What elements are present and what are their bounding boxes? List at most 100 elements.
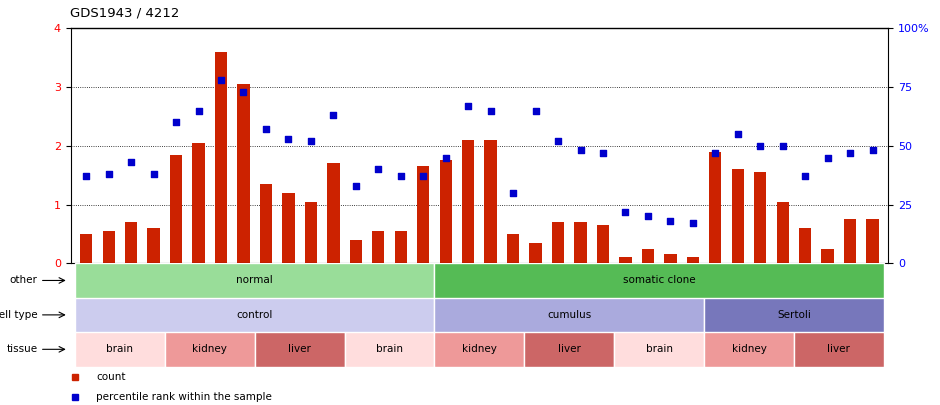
- Bar: [282, 193, 294, 263]
- Point: [595, 149, 610, 156]
- Bar: [170, 155, 182, 263]
- Point: [483, 107, 498, 114]
- Point: [146, 171, 161, 177]
- Text: tissue: tissue: [7, 344, 38, 354]
- Point: [236, 89, 251, 95]
- Point: [640, 213, 655, 220]
- Bar: [529, 243, 541, 263]
- Bar: [417, 166, 430, 263]
- Bar: [844, 219, 856, 263]
- Bar: [597, 225, 609, 263]
- Text: control: control: [237, 310, 273, 320]
- Bar: [709, 152, 722, 263]
- Bar: [434, 263, 884, 298]
- Bar: [193, 143, 205, 263]
- Bar: [350, 240, 362, 263]
- Text: normal: normal: [236, 275, 274, 286]
- Bar: [665, 254, 677, 263]
- Bar: [434, 332, 525, 367]
- Point: [663, 218, 678, 224]
- Bar: [507, 234, 519, 263]
- Point: [820, 154, 835, 161]
- Text: brain: brain: [646, 344, 673, 354]
- Bar: [255, 332, 345, 367]
- Point: [281, 136, 296, 142]
- Text: cumulus: cumulus: [547, 310, 591, 320]
- Text: cell type: cell type: [0, 310, 38, 320]
- Point: [528, 107, 543, 114]
- Bar: [215, 52, 227, 263]
- Point: [753, 143, 768, 149]
- Bar: [776, 202, 789, 263]
- Point: [730, 131, 745, 137]
- Text: liver: liver: [289, 344, 311, 354]
- Bar: [619, 258, 632, 263]
- Text: brain: brain: [376, 344, 403, 354]
- Text: kidney: kidney: [731, 344, 766, 354]
- Bar: [75, 263, 434, 298]
- Point: [798, 173, 813, 179]
- Bar: [259, 184, 273, 263]
- Bar: [395, 231, 407, 263]
- Bar: [75, 332, 164, 367]
- Bar: [372, 231, 384, 263]
- Point: [258, 126, 274, 132]
- Bar: [754, 172, 766, 263]
- Bar: [237, 84, 250, 263]
- Text: kidney: kidney: [193, 344, 227, 354]
- Bar: [867, 219, 879, 263]
- Point: [708, 149, 723, 156]
- Bar: [75, 298, 434, 332]
- Point: [102, 171, 117, 177]
- Point: [213, 77, 228, 83]
- Text: liver: liver: [827, 344, 851, 354]
- Point: [79, 173, 94, 179]
- Bar: [731, 169, 744, 263]
- Point: [415, 173, 431, 179]
- Bar: [799, 228, 811, 263]
- Bar: [125, 222, 137, 263]
- Bar: [327, 164, 339, 263]
- Bar: [822, 249, 834, 263]
- Point: [506, 190, 521, 196]
- Point: [304, 138, 319, 144]
- Text: percentile rank within the sample: percentile rank within the sample: [96, 392, 272, 401]
- Point: [370, 166, 385, 173]
- Bar: [552, 222, 564, 263]
- Point: [124, 159, 139, 166]
- Bar: [642, 249, 654, 263]
- Bar: [440, 160, 452, 263]
- Bar: [305, 202, 317, 263]
- Point: [438, 154, 453, 161]
- Point: [685, 220, 700, 226]
- Point: [191, 107, 206, 114]
- Bar: [164, 332, 255, 367]
- Text: GDS1943 / 4212: GDS1943 / 4212: [70, 6, 180, 19]
- Point: [842, 149, 857, 156]
- Text: count: count: [96, 372, 125, 382]
- Bar: [574, 222, 587, 263]
- Bar: [462, 140, 475, 263]
- Bar: [148, 228, 160, 263]
- Point: [349, 183, 364, 189]
- Point: [551, 138, 566, 144]
- Point: [776, 143, 791, 149]
- Point: [573, 147, 588, 154]
- Text: Sertoli: Sertoli: [777, 310, 811, 320]
- Text: brain: brain: [106, 344, 133, 354]
- Text: somatic clone: somatic clone: [623, 275, 696, 286]
- Bar: [484, 140, 497, 263]
- Point: [326, 112, 341, 119]
- Point: [618, 208, 633, 215]
- Bar: [686, 258, 699, 263]
- Bar: [434, 298, 704, 332]
- Text: liver: liver: [557, 344, 581, 354]
- Bar: [80, 234, 92, 263]
- Bar: [704, 298, 884, 332]
- Text: kidney: kidney: [462, 344, 497, 354]
- Bar: [525, 332, 614, 367]
- Bar: [794, 332, 884, 367]
- Point: [865, 147, 880, 154]
- Bar: [704, 332, 794, 367]
- Point: [168, 119, 183, 126]
